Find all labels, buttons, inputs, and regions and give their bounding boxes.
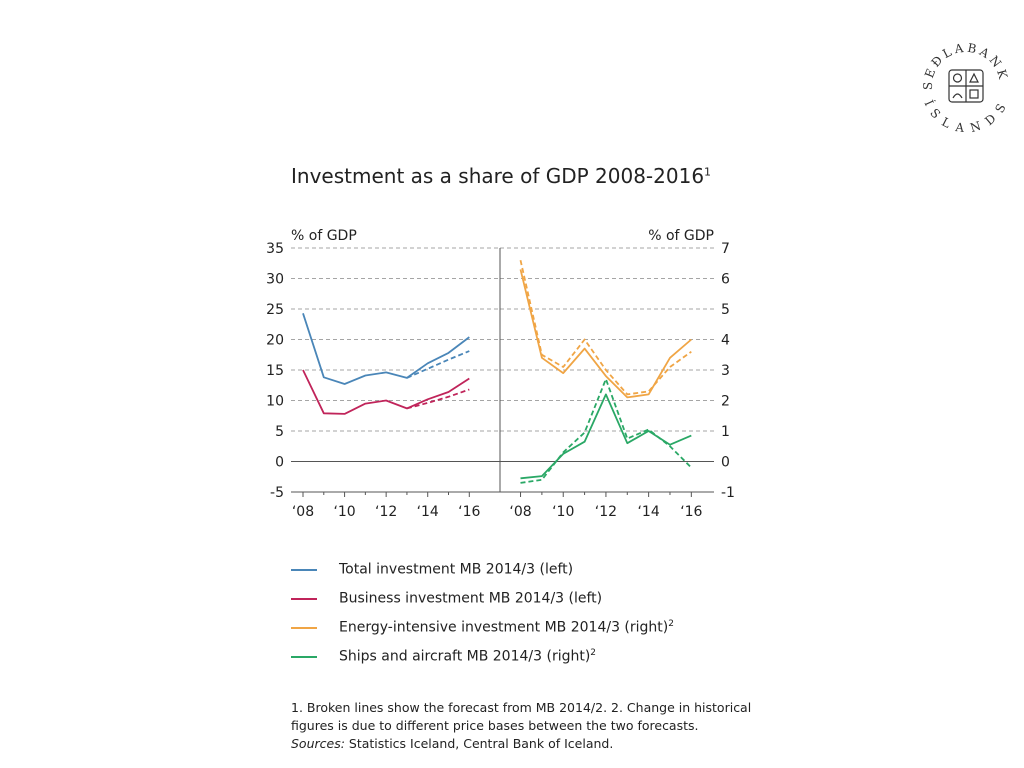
legend-swatch	[291, 626, 317, 629]
legend-label: Energy-intensive investment MB 2014/3 (r…	[339, 619, 674, 636]
x-tick-label: ‘10	[552, 504, 574, 520]
y-tick-label: 25	[266, 302, 284, 318]
y-tick-label: 6	[721, 272, 730, 288]
y-tick-label: 0	[721, 455, 730, 471]
left-panel-plot: 35 30 25 20 15 10 5 0 -5 ‘08 ‘10 ‘12 ‘14 ‘16	[266, 241, 500, 520]
y-tick-label: 30	[266, 272, 284, 288]
y-tick-label: 5	[721, 302, 730, 318]
chart-legend: Total investment MB 2014/3 (left) Busine…	[291, 555, 674, 671]
series-line-energy-intensive-investment-mb-2014-2	[519, 260, 692, 396]
y-tick-label: 15	[266, 363, 284, 379]
legend-label: Business investment MB 2014/3 (left)	[339, 590, 603, 607]
x-tick-label: ‘08	[292, 504, 314, 520]
x-tick-label: ‘14	[637, 504, 659, 520]
series-line-total-investment-mb-2014-2	[406, 350, 470, 379]
legend-item-business-investment: Business investment MB 2014/3 (left)	[291, 584, 674, 613]
x-tick-label: ‘14	[417, 504, 439, 520]
y-tick-label: 1	[721, 424, 730, 440]
legend-label: Total investment MB 2014/3 (left)	[339, 561, 574, 578]
left-axis-label: % of GDP	[291, 228, 357, 244]
x-tick-label: ‘12	[375, 504, 397, 520]
legend-item-energy-intensive: Energy-intensive investment MB 2014/3 (r…	[291, 613, 674, 642]
seal-emblem-icon	[948, 69, 984, 103]
legend-swatch	[291, 597, 317, 600]
y-tick-label: 10	[266, 394, 284, 410]
legend-swatch	[291, 655, 317, 658]
x-tick-label: ‘16	[680, 504, 702, 520]
footnote-sources: Sources: Statistics Iceland, Central Ban…	[291, 736, 614, 751]
chart-footnote: 1. Broken lines show the forecast from M…	[291, 699, 761, 753]
y-tick-label: 5	[275, 424, 284, 440]
x-tick-label: ‘12	[595, 504, 617, 520]
y-tick-label: -1	[721, 485, 735, 501]
y-tick-label: 4	[721, 333, 730, 349]
legend-swatch	[291, 568, 317, 571]
footnote-notes: 1. Broken lines show the forecast from M…	[291, 700, 752, 733]
legend-item-ships-aircraft: Ships and aircraft MB 2014/3 (right)2	[291, 642, 674, 671]
series-line-business-investment-mb-2014-2	[406, 388, 470, 410]
x-tick-label: ‘08	[509, 504, 531, 520]
y-tick-label: 2	[721, 394, 730, 410]
right-panel-plot: 7 6 5 4 3 2 1 0 -1 ‘08 ‘10 ‘12 ‘14 ‘16	[500, 241, 735, 520]
series-line-business-investment-mb-2014-3-left	[302, 369, 470, 415]
legend-label: Ships and aircraft MB 2014/3 (right)2	[339, 648, 597, 665]
y-tick-label: 7	[721, 241, 730, 257]
central-bank-seal-logo: SEÐLABANKI ÍSLANDS	[918, 38, 1008, 134]
y-tick-label: 3	[721, 363, 730, 379]
y-tick-label: 20	[266, 333, 284, 349]
y-tick-label: 35	[266, 241, 284, 257]
series-line-total-investment-mb-2014-3-left	[302, 313, 470, 385]
legend-item-total-investment: Total investment MB 2014/3 (left)	[291, 555, 674, 584]
y-tick-label: 0	[275, 455, 284, 471]
x-tick-label: ‘16	[458, 504, 480, 520]
right-axis-label: % of GDP	[648, 228, 714, 244]
series-line-energy-intensive-investment-mb-2014-3-right	[519, 269, 692, 399]
series-line-ships-and-aircraft-mb-2014-3-right	[520, 393, 692, 480]
y-tick-label: -5	[270, 485, 284, 501]
chart-title: Investment as a share of GDP 2008-20161	[291, 164, 712, 188]
series-line-ships-and-aircraft-mb-2014-2	[520, 378, 692, 484]
x-tick-label: ‘10	[333, 504, 355, 520]
